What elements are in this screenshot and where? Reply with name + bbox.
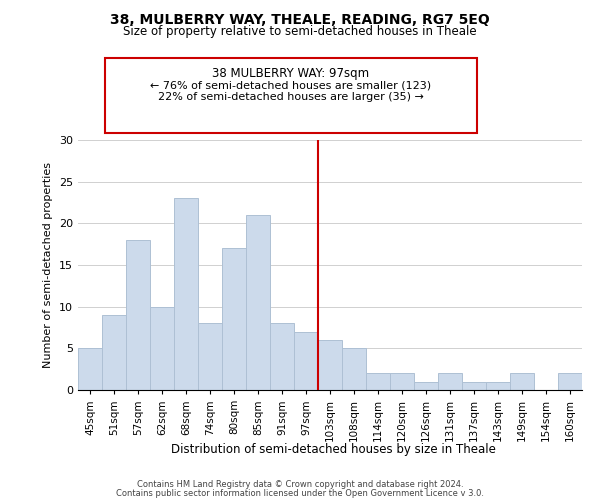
- Text: Contains HM Land Registry data © Crown copyright and database right 2024.: Contains HM Land Registry data © Crown c…: [137, 480, 463, 489]
- Bar: [270, 324, 294, 390]
- Bar: [390, 374, 414, 390]
- Bar: [150, 306, 174, 390]
- Bar: [510, 374, 534, 390]
- Bar: [414, 382, 438, 390]
- Bar: [198, 324, 222, 390]
- Bar: [78, 348, 102, 390]
- Text: Contains public sector information licensed under the Open Government Licence v : Contains public sector information licen…: [116, 489, 484, 498]
- Text: 22% of semi-detached houses are larger (35) →: 22% of semi-detached houses are larger (…: [158, 92, 424, 102]
- Text: 38, MULBERRY WAY, THEALE, READING, RG7 5EQ: 38, MULBERRY WAY, THEALE, READING, RG7 5…: [110, 12, 490, 26]
- Y-axis label: Number of semi-detached properties: Number of semi-detached properties: [43, 162, 53, 368]
- Bar: [558, 374, 582, 390]
- Bar: [126, 240, 150, 390]
- Text: Size of property relative to semi-detached houses in Theale: Size of property relative to semi-detach…: [123, 25, 477, 38]
- Bar: [246, 215, 270, 390]
- Text: ← 76% of semi-detached houses are smaller (123): ← 76% of semi-detached houses are smalle…: [151, 80, 431, 90]
- Bar: [486, 382, 510, 390]
- Bar: [102, 315, 126, 390]
- Bar: [294, 332, 318, 390]
- Bar: [318, 340, 342, 390]
- Text: 38 MULBERRY WAY: 97sqm: 38 MULBERRY WAY: 97sqm: [212, 66, 370, 80]
- Bar: [366, 374, 390, 390]
- Bar: [438, 374, 462, 390]
- Bar: [342, 348, 366, 390]
- Bar: [174, 198, 198, 390]
- Text: Distribution of semi-detached houses by size in Theale: Distribution of semi-detached houses by …: [170, 442, 496, 456]
- Bar: [222, 248, 246, 390]
- Bar: [462, 382, 486, 390]
